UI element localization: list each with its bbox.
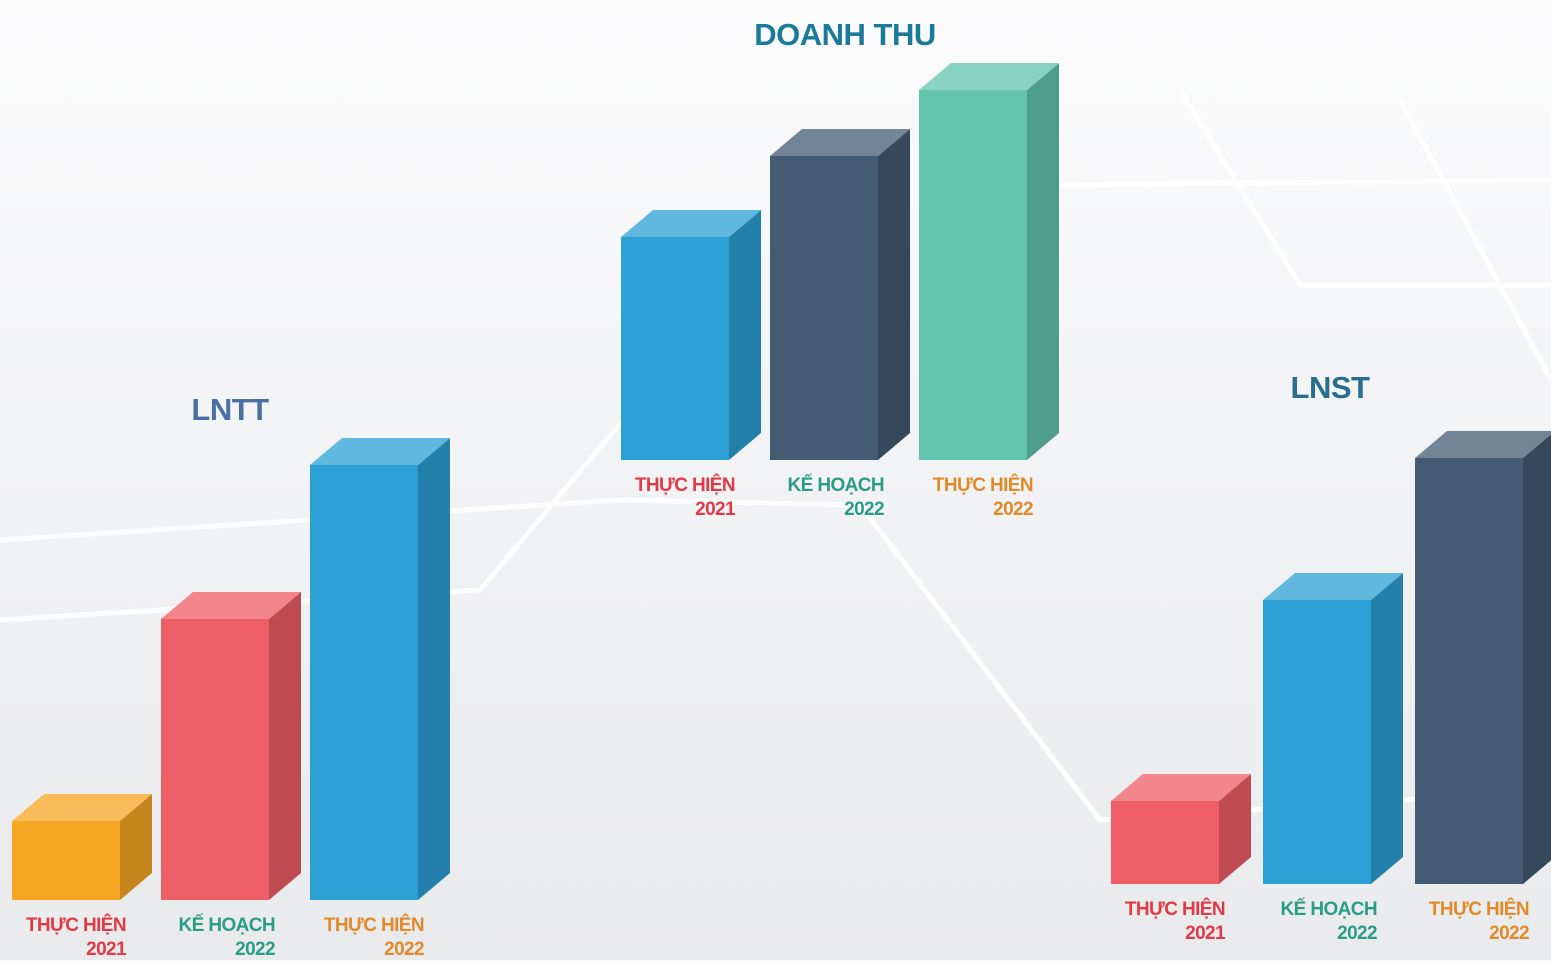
- bar-front: [621, 237, 729, 460]
- bar-top: [1415, 431, 1551, 458]
- bar-front: [161, 619, 269, 900]
- category-label: THỰC HIỆN 2021: [1124, 899, 1226, 944]
- bar-front: [310, 465, 418, 900]
- bar-top: [1263, 573, 1403, 600]
- category-label: KẾ HOẠCH 2022: [1280, 899, 1377, 944]
- category-label: KẾ HOẠCH 2022: [178, 915, 275, 960]
- bar-front: [12, 821, 120, 900]
- category-label: THỰC HIỆN 2021: [634, 475, 736, 520]
- bg-line: [1177, 88, 1551, 288]
- bar-side: [1219, 774, 1251, 884]
- bars: [12, 63, 1551, 900]
- chart-title: DOANH THU: [754, 17, 936, 52]
- bar-side: [1027, 63, 1059, 460]
- bar-side: [878, 129, 910, 460]
- chart-title: LNTT: [191, 392, 269, 427]
- bar-side: [120, 794, 152, 900]
- category-label: THỰC HIỆN 2022: [323, 915, 425, 960]
- bar-top: [919, 63, 1059, 90]
- bg-line: [1059, 177, 1551, 188]
- bar-side: [418, 438, 450, 900]
- category-label: THỰC HIỆN 2021: [25, 915, 127, 960]
- category-label: THỰC HIỆN 2022: [932, 475, 1034, 520]
- bar-top: [770, 129, 910, 156]
- bar-side: [1523, 434, 1551, 884]
- bg-line: [0, 497, 861, 543]
- bar-front: [770, 156, 878, 460]
- bg-line: [0, 398, 642, 623]
- bar-side: [729, 210, 761, 460]
- bar-side: [1371, 573, 1403, 884]
- bar-front: [1263, 600, 1371, 884]
- chart-title: LNST: [1290, 370, 1370, 405]
- bar-top: [161, 592, 301, 619]
- bar-side: [269, 592, 301, 900]
- bar-top: [621, 210, 761, 237]
- bg-line: [1397, 98, 1551, 382]
- bar-front: [919, 90, 1027, 460]
- category-label: KẾ HOẠCH 2022: [787, 475, 884, 520]
- category-label: THỰC HIỆN 2022: [1428, 899, 1530, 944]
- bar-top: [310, 438, 450, 465]
- background-lines: [0, 88, 1551, 823]
- bar-front: [1111, 801, 1219, 884]
- bar-top: [12, 794, 152, 821]
- bar-top: [1111, 774, 1251, 801]
- bar-front: [1415, 458, 1523, 884]
